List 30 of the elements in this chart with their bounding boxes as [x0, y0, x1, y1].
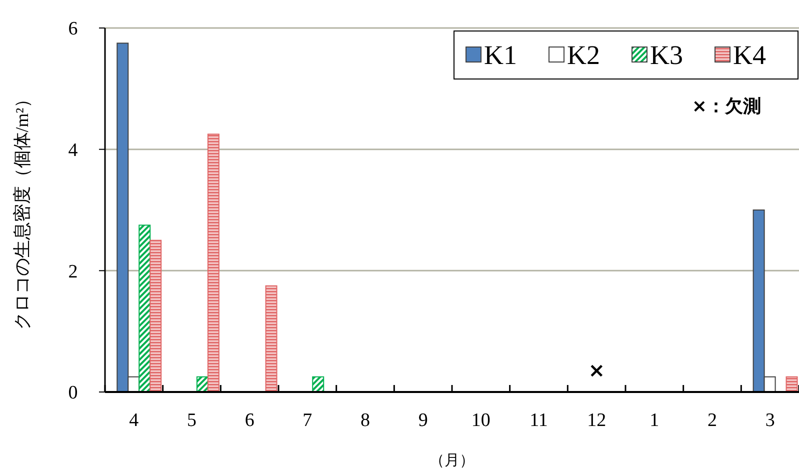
x-tick-label: 12 [587, 410, 606, 431]
x-axis-title: （月） [430, 453, 474, 469]
bar [138, 224, 151, 392]
y-tick-label: 6 [68, 18, 78, 40]
x-tick-label: 3 [765, 410, 775, 431]
x-tick-label: 11 [530, 410, 548, 431]
legend-label: K4 [733, 40, 766, 70]
annotation: ×：欠測 [692, 96, 761, 117]
legend-label: K3 [650, 40, 683, 70]
y-tick-label: 0 [68, 382, 78, 404]
bar [786, 376, 798, 392]
bar [207, 134, 220, 392]
bar [150, 240, 162, 392]
bar [312, 376, 324, 392]
x-tick-label: 1 [650, 410, 660, 431]
legend-label: K2 [567, 40, 600, 70]
bar [265, 285, 278, 392]
x-tick-label: 7 [302, 410, 312, 431]
x-tick-label: 2 [708, 410, 717, 431]
x-tick-label: 5 [187, 410, 196, 431]
x-tick-label: 8 [360, 410, 370, 431]
legend-label: K1 [484, 40, 517, 70]
x-tick-label: 6 [244, 410, 254, 431]
y-axis-title: クロコの生息密度（個体/m²） [12, 90, 32, 330]
annotation: × [588, 358, 605, 382]
y-tick-label: 4 [68, 140, 78, 161]
x-tick-label: 9 [418, 410, 428, 431]
x-tick-label: 10 [471, 410, 490, 431]
x-tick-label: 4 [129, 410, 140, 431]
y-tick-label: 2 [68, 261, 78, 282]
